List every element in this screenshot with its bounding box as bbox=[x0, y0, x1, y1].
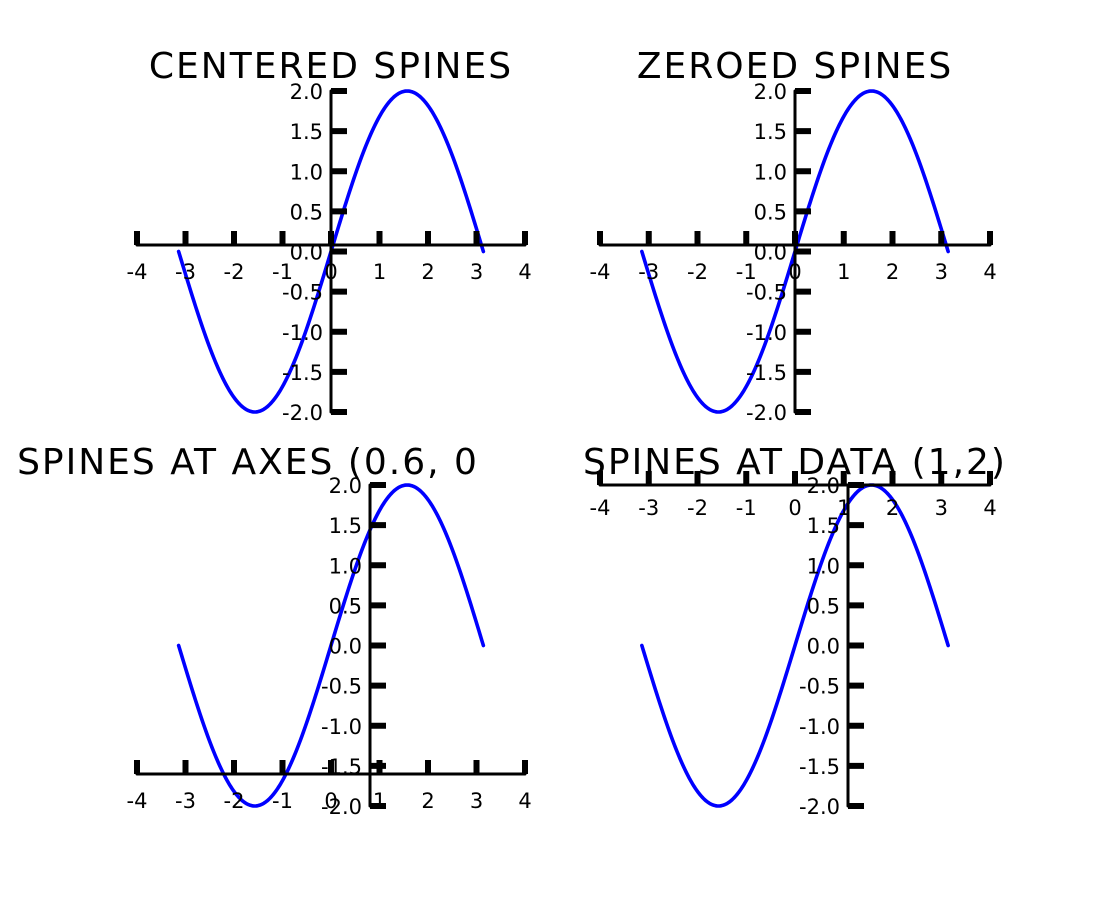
y-tick-label: 1.0 bbox=[290, 160, 323, 184]
x-tick-label: 1 bbox=[837, 496, 850, 520]
y-tick-label: 2.0 bbox=[329, 474, 362, 498]
x-tick-label: -2 bbox=[224, 260, 245, 284]
y-tick-label: -1.5 bbox=[799, 755, 840, 779]
x-tick-label: 2 bbox=[421, 789, 434, 813]
y-tick-label: -1.5 bbox=[321, 755, 362, 779]
y-tick-label: 1.5 bbox=[329, 514, 362, 538]
chart-panel-4: -4 -3 -2 -1 0 1 2 3 4 -2.0 -1.5 -1.0 -0.5 0.0 0.5 1.0 1.… bbox=[583, 442, 1007, 819]
y-tick-label: 1.5 bbox=[807, 514, 840, 538]
x-tick-label: 2 bbox=[421, 260, 434, 284]
x-tick-label: 1 bbox=[837, 260, 850, 284]
x-tick-label: 0 bbox=[788, 496, 801, 520]
x-tick-label: -3 bbox=[638, 260, 659, 284]
x-tick-label: 4 bbox=[518, 789, 531, 813]
y-tick-label: -0.5 bbox=[799, 675, 840, 699]
x-tick-label: -4 bbox=[590, 496, 611, 520]
y-tick-label: -0.5 bbox=[282, 281, 323, 305]
y-tick-label: 0.5 bbox=[329, 594, 362, 618]
x-tick-label: -1 bbox=[272, 789, 293, 813]
x-tick-label: -3 bbox=[175, 789, 196, 813]
y-tick-label: -1.0 bbox=[799, 715, 840, 739]
series-line-1 bbox=[640, 483, 950, 808]
x-tick-label: -1 bbox=[736, 496, 757, 520]
x-tick-label: 0 bbox=[788, 260, 801, 284]
chart-panel-2: -4 -3 -2 -1 0 1 2 3 4 -2.0 -1.5 -1.0 -0.5 0.0 0.5 1.0 1.… bbox=[590, 46, 997, 425]
x-tick-label: 4 bbox=[983, 496, 996, 520]
x-tick-label: 2 bbox=[886, 260, 899, 284]
y-tick-label: -0.5 bbox=[321, 675, 362, 699]
chart-panel-1: -4 -3 -2 -1 0 1 2 3 4 -2.0 -1.5 -1.0 -0.5 0.0 0.5 1.0 1.… bbox=[127, 46, 532, 425]
x-tick-label: 1 bbox=[373, 260, 386, 284]
x-tick-label: 4 bbox=[518, 260, 531, 284]
series-line-1 bbox=[176, 483, 486, 808]
x-tick-label: -2 bbox=[687, 496, 708, 520]
y-tick-label: -1.5 bbox=[746, 361, 787, 385]
y-tick-label: 0.0 bbox=[329, 635, 362, 659]
x-tick-label: 3 bbox=[935, 496, 948, 520]
y-tick-label: -0.5 bbox=[746, 281, 787, 305]
x-tick-label: 2 bbox=[886, 496, 899, 520]
y-tick-label: 2.0 bbox=[807, 474, 840, 498]
chart-title: SPINES AT DATA (1,2) bbox=[583, 442, 1007, 483]
y-tick-label: 1.0 bbox=[807, 554, 840, 578]
y-tick-label: 0.0 bbox=[754, 241, 787, 265]
y-tick-label: 1.0 bbox=[329, 554, 362, 578]
y-tick-label: -2.0 bbox=[282, 401, 323, 425]
y-tick-label: 1.5 bbox=[290, 120, 323, 144]
x-tick-label: -1 bbox=[272, 260, 293, 284]
y-tick-label: -1.0 bbox=[746, 321, 787, 345]
y-tick-label: 1.5 bbox=[754, 120, 787, 144]
x-tick-label: -2 bbox=[224, 789, 245, 813]
x-tick-label: 1 bbox=[373, 789, 386, 813]
y-tick-label: 0.5 bbox=[754, 200, 787, 224]
y-tick-label: 2.0 bbox=[754, 80, 787, 104]
y-tick-label: 0.0 bbox=[807, 635, 840, 659]
chart-panel-3: -4 -3 -2 -1 0 1 2 3 4 -2.0 -1.5 -1.0 -0.5 0.0 0.5 1.0 1.… bbox=[17, 442, 532, 819]
y-tick-label: -1.0 bbox=[282, 321, 323, 345]
y-tick-label: -2.0 bbox=[746, 401, 787, 425]
chart-title: ZEROED SPINES bbox=[637, 46, 953, 87]
x-tick-label: -2 bbox=[687, 260, 708, 284]
y-tick-label: 0.5 bbox=[807, 594, 840, 618]
x-tick-label: -1 bbox=[736, 260, 757, 284]
y-tick-label: 0.5 bbox=[290, 200, 323, 224]
x-tick-label: -4 bbox=[127, 789, 148, 813]
x-tick-label: -3 bbox=[175, 260, 196, 284]
y-tick-label: -1.0 bbox=[321, 715, 362, 739]
y-tick-label: 0.0 bbox=[290, 241, 323, 265]
x-tick-label: 0 bbox=[324, 260, 337, 284]
x-tick-label: 4 bbox=[983, 260, 996, 284]
y-tick-label: -2.0 bbox=[321, 795, 362, 819]
chart-title: SPINES AT AXES (0.6, 0 bbox=[17, 442, 479, 483]
x-tick-label: -4 bbox=[590, 260, 611, 284]
x-tick-label: 3 bbox=[470, 260, 483, 284]
y-tick-label: -2.0 bbox=[799, 795, 840, 819]
x-tick-label: 3 bbox=[470, 789, 483, 813]
y-tick-label: -1.5 bbox=[282, 361, 323, 385]
x-tick-label: -3 bbox=[638, 496, 659, 520]
y-tick-label: 2.0 bbox=[290, 80, 323, 104]
x-tick-label: -4 bbox=[127, 260, 148, 284]
x-tick-label: 0 bbox=[324, 789, 337, 813]
chart-title: CENTERED SPINES bbox=[149, 46, 513, 87]
x-tick-label: 3 bbox=[935, 260, 948, 284]
y-tick-label: 1.0 bbox=[754, 160, 787, 184]
